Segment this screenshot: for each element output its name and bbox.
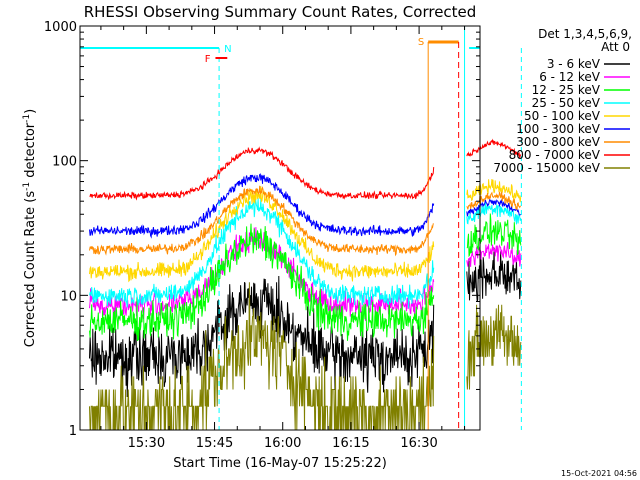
- legend-title: Det 1,3,4,5,6,9,: [538, 27, 632, 41]
- x-axis: 15:30 15:45 16:00 16:15 16:30: [100, 26, 466, 451]
- legend-label: 25 - 50 keV: [532, 96, 601, 110]
- legend-label: 50 - 100 keV: [524, 109, 601, 123]
- series-layer: [89, 138, 522, 431]
- series-line: [466, 247, 522, 303]
- annotation-label: F: [205, 54, 211, 65]
- series-line: [466, 213, 522, 258]
- y-axis: 1 10 100 1000: [44, 20, 480, 439]
- series-line: [89, 223, 435, 342]
- series-line: [89, 275, 435, 398]
- y-tick-label: 10: [60, 289, 77, 304]
- x-axis-label: Start Time (16-May-07 15:25:22): [173, 456, 387, 471]
- y-axis-label-part: ): [23, 109, 38, 114]
- chart-title: RHESSI Observing Summary Count Rates, Co…: [84, 3, 477, 21]
- series-line: [89, 197, 435, 309]
- y-axis-label-part: Corrected Count Rate (s: [23, 191, 38, 348]
- series-line: [466, 190, 521, 211]
- legend-label: 6 - 12 keV: [539, 70, 601, 84]
- y-axis-label-part: detector: [23, 122, 38, 182]
- x-tick-label: 16:00: [264, 436, 301, 451]
- series-line: [466, 179, 522, 203]
- series-line: [466, 304, 522, 390]
- x-tick-label: 15:30: [128, 436, 165, 451]
- series-line: [466, 242, 522, 267]
- y-axis-label-superscript: -1: [22, 182, 32, 191]
- series-line: [89, 186, 435, 283]
- y-axis-label: Corrected Count Rate (s-1 detector-1): [22, 109, 38, 347]
- series-line: [89, 185, 434, 257]
- x-tick-label: 15:45: [196, 436, 233, 451]
- annotation-label: N: [224, 44, 231, 55]
- footer-timestamp: 15-Oct-2021 04:56: [561, 469, 637, 478]
- x-tick-label: 16:15: [332, 436, 369, 451]
- series-line: [89, 146, 435, 201]
- annotation-layer: N F S: [80, 26, 522, 430]
- series-line: [89, 173, 435, 239]
- legend-label: 7000 - 15000 keV: [493, 161, 600, 175]
- annotation-label: S: [418, 37, 424, 48]
- series-line: [466, 202, 522, 225]
- legend-label: 300 - 800 keV: [516, 135, 600, 149]
- plot-frame: [79, 25, 481, 431]
- legend-subtitle: Att 0: [601, 40, 630, 54]
- legend-label: 12 - 25 keV: [532, 83, 601, 97]
- x-tick-label: 16:30: [400, 436, 437, 451]
- series-line: [466, 138, 522, 159]
- y-tick-label: 1000: [44, 20, 77, 35]
- y-tick-label: 1: [69, 424, 77, 439]
- legend-label: 800 - 7000 keV: [509, 148, 601, 162]
- series-line: [466, 198, 522, 217]
- y-tick-label: 100: [52, 155, 77, 170]
- legend-label: 3 - 6 keV: [547, 57, 601, 71]
- legend-label: 100 - 300 keV: [516, 122, 600, 136]
- y-axis-label-superscript: -1: [22, 114, 32, 123]
